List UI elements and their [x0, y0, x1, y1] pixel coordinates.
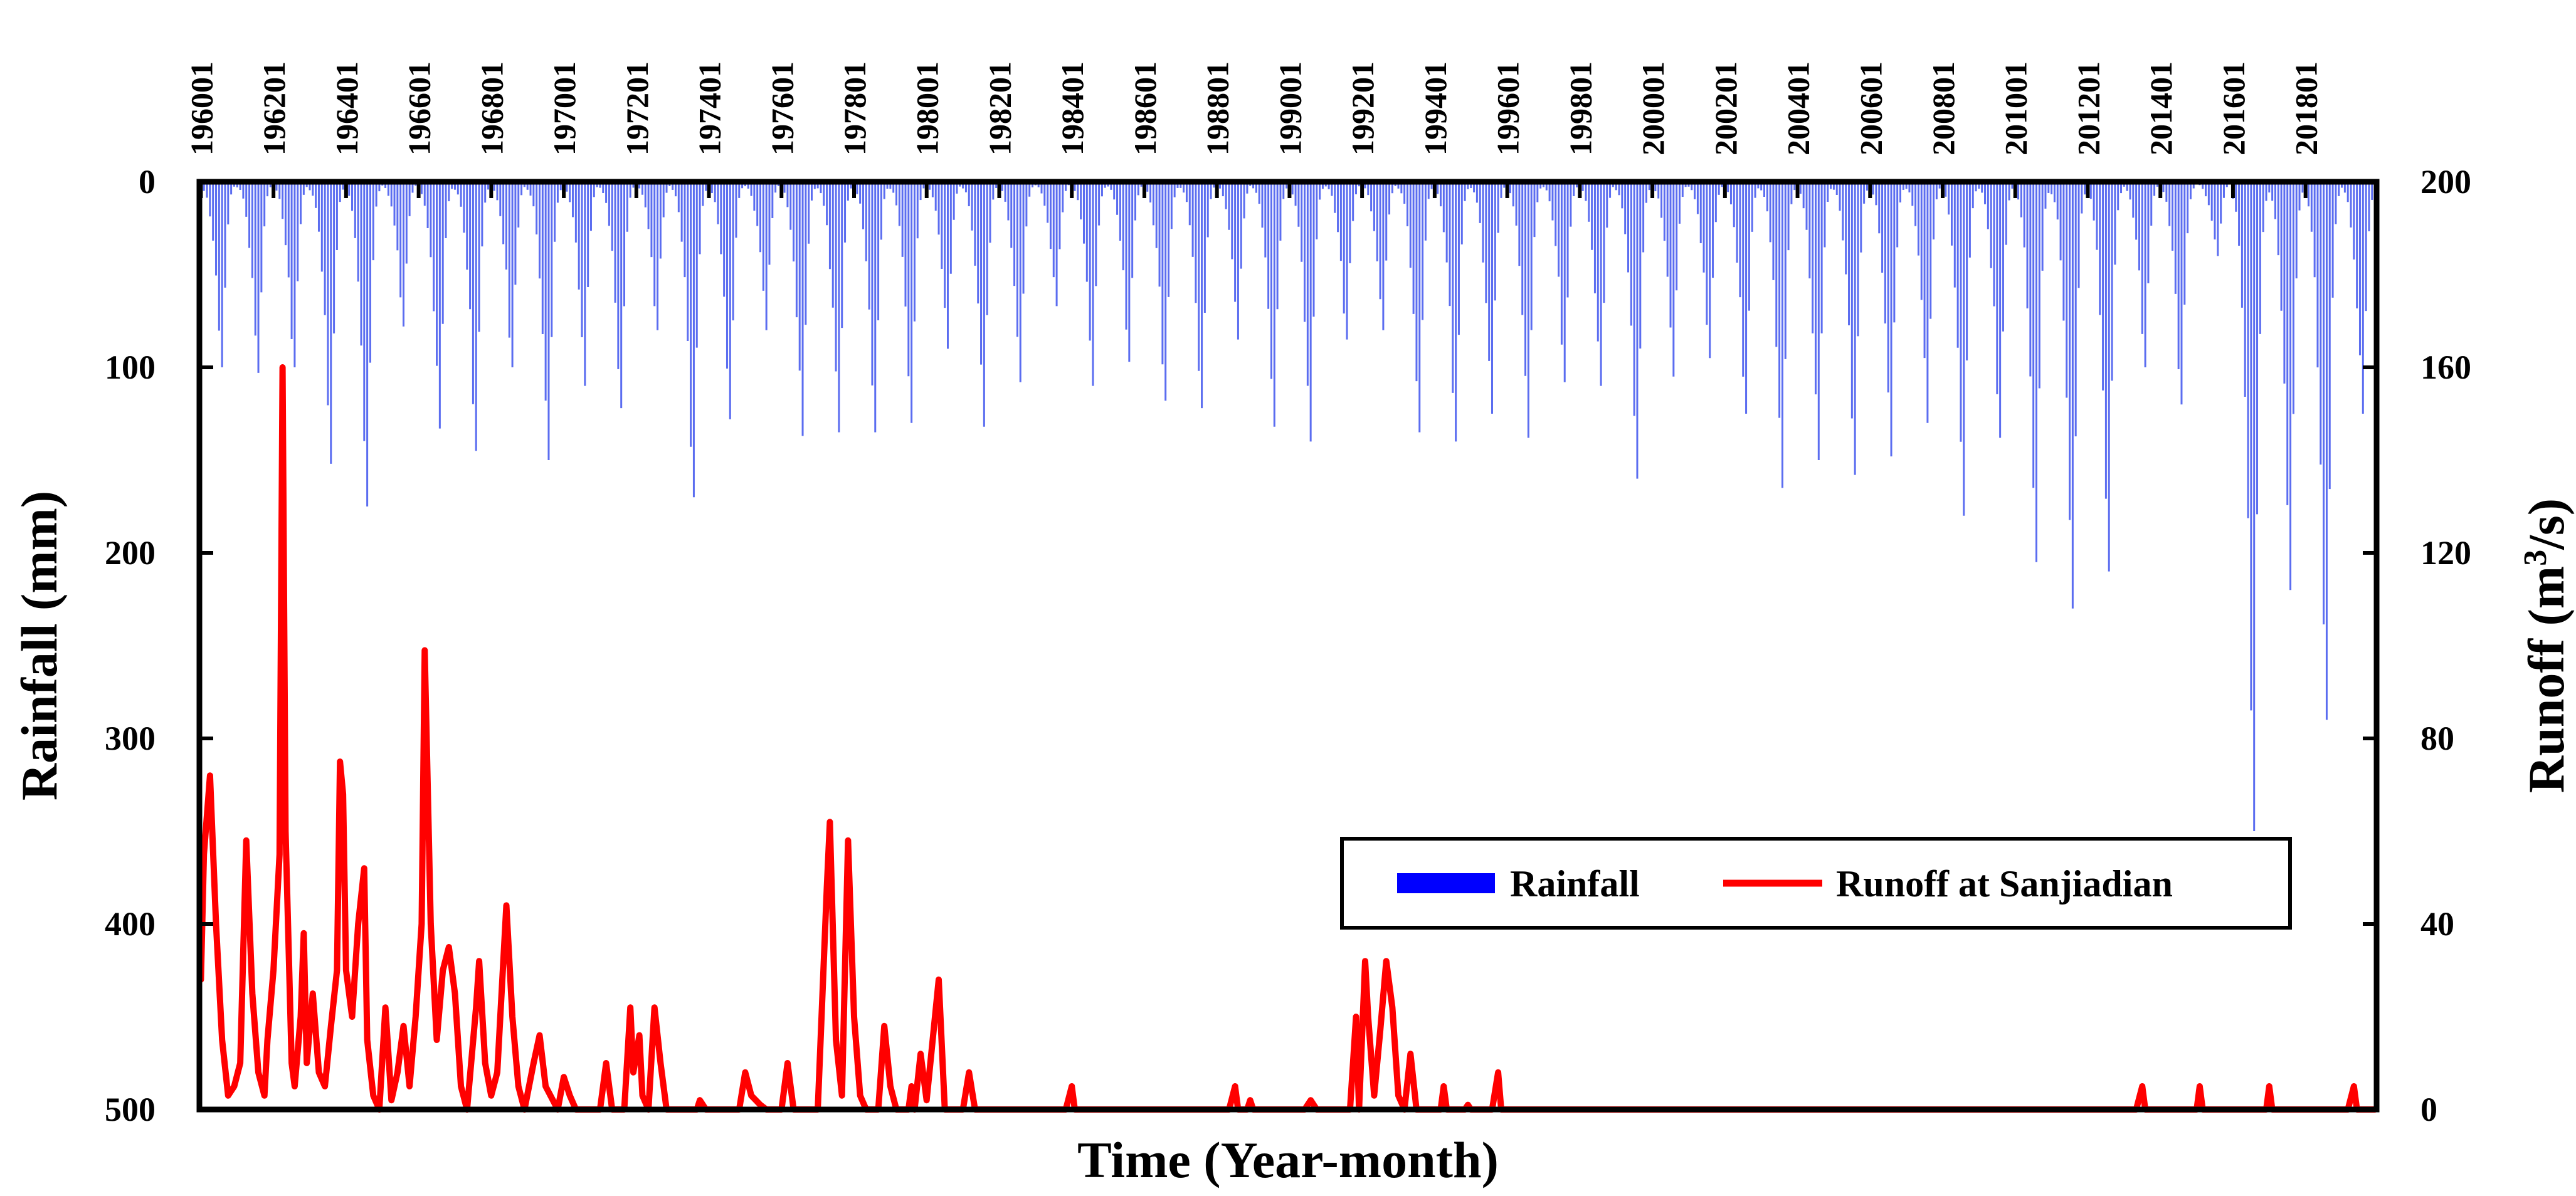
x-tick-label-197001: 197001 — [547, 61, 582, 155]
x-tick-label-200201: 200201 — [1708, 61, 1743, 155]
legend-rainfall-label: Rainfall — [1510, 863, 1640, 905]
plot-frame — [196, 179, 2380, 1113]
x-tick-label-201801: 201801 — [2289, 61, 2324, 155]
y-left-tick-label-0: 0 — [139, 163, 156, 201]
y-right-title-part2: /s) — [2518, 498, 2575, 550]
y-right-tick-label-120: 120 — [2420, 534, 2471, 572]
y-left-ticks: 0 100 200 300 400 500 — [105, 163, 213, 1128]
x-tick-label-198001: 198001 — [910, 61, 945, 155]
x-tick-label-197601: 197601 — [764, 61, 800, 155]
x-axis-title: Time (Year-month) — [1077, 1131, 1499, 1188]
x-tick-label-198401: 198401 — [1055, 61, 1090, 155]
x-tick-label-198201: 198201 — [982, 61, 1017, 155]
x-ticks: 196001 196201 196401 196601 196801 197001 1972… — [184, 61, 2324, 198]
x-tick-label-199201: 199201 — [1345, 61, 1380, 155]
legend-rainfall-swatch — [1397, 873, 1495, 893]
y-right-tick-label-0: 0 — [2420, 1091, 2437, 1128]
x-tick-label-200001: 200001 — [1635, 61, 1671, 155]
x-tick-label-199001: 199001 — [1272, 61, 1307, 155]
y-right-tick-label-160: 160 — [2420, 349, 2471, 386]
x-tick-label-196401: 196401 — [329, 61, 364, 155]
runoff-line-group — [198, 364, 2378, 1113]
x-tick-label-200401: 200401 — [1781, 61, 1816, 155]
legend: Rainfall Runoff at Sanjiadian — [1340, 837, 2292, 930]
x-tick-label-199401: 199401 — [1418, 61, 1453, 155]
x-tick-label-199601: 199601 — [1491, 61, 1526, 155]
x-tick-label-196201: 196201 — [256, 61, 292, 155]
x-tick-label-198801: 198801 — [1200, 61, 1235, 155]
y-left-tick-label-500: 500 — [105, 1091, 156, 1128]
y-left-tick-label-100: 100 — [105, 349, 156, 386]
x-tick-label-199801: 199801 — [1563, 61, 1598, 155]
x-tick-label-197401: 197401 — [692, 61, 727, 155]
y-axis-right-title: Runoff (m3/s) — [2518, 498, 2575, 793]
y-left-tick-label-300: 300 — [105, 720, 156, 757]
x-tick-label-200601: 200601 — [1853, 61, 1888, 155]
x-tick-label-196001: 196001 — [184, 61, 219, 155]
y-axis-left-title: Rainfall (mm) — [11, 491, 68, 800]
rainfall-bars — [199, 182, 2377, 831]
y-left-tick-label-400: 400 — [105, 905, 156, 943]
legend-runoff-label: Runoff at Sanjiadian — [1836, 863, 2173, 905]
x-tick-label-197801: 197801 — [837, 61, 872, 155]
x-tick-label-201601: 201601 — [2216, 61, 2251, 155]
x-tick-label-200801: 200801 — [1926, 61, 1961, 155]
x-tick-label-201401: 201401 — [2143, 61, 2178, 155]
x-tick-label-196801: 196801 — [474, 61, 509, 155]
runoff-line — [198, 364, 2378, 1113]
x-tick-label-197201: 197201 — [620, 61, 655, 155]
y-right-ticks: 0 40 80 120 160 200 — [2363, 163, 2471, 1128]
y-right-tick-label-40: 40 — [2420, 905, 2454, 943]
y-right-tick-label-200: 200 — [2420, 163, 2471, 201]
y-right-tick-label-80: 80 — [2420, 720, 2454, 757]
x-tick-label-201201: 201201 — [2071, 61, 2106, 155]
y-right-title-part1: Runoff (m — [2518, 566, 2575, 793]
x-tick-label-196601: 196601 — [402, 61, 437, 155]
y-left-tick-label-200: 200 — [105, 534, 156, 572]
x-tick-label-201001: 201001 — [1998, 61, 2034, 155]
x-tick-label-198601: 198601 — [1127, 61, 1163, 155]
y-right-title-superscript: 3 — [2518, 550, 2553, 566]
